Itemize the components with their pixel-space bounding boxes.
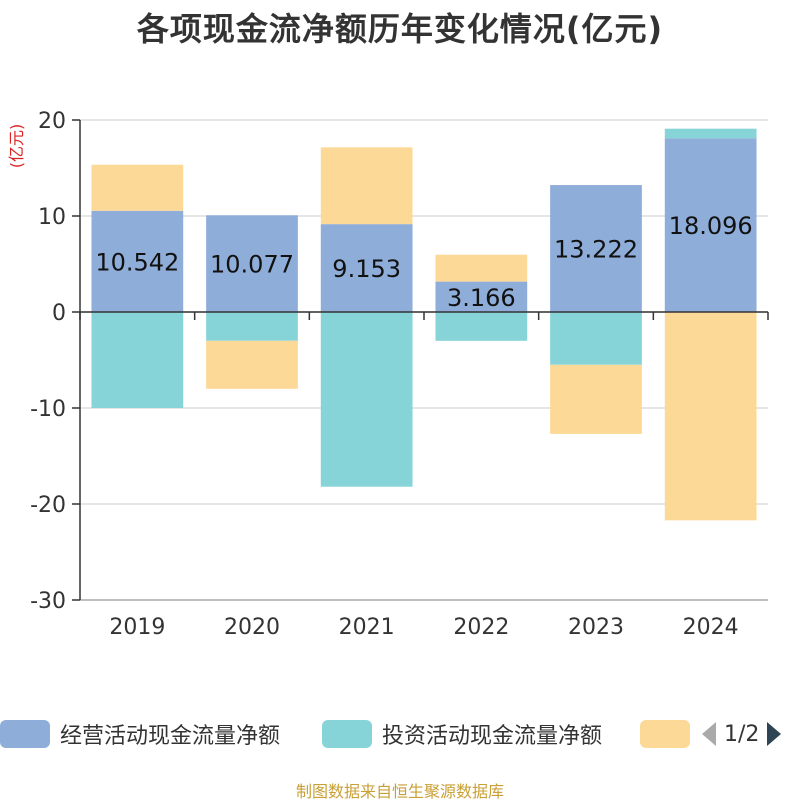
data-label: 9.153 <box>332 255 401 283</box>
x-tick-label: 2022 <box>453 615 509 640</box>
triangle-right-icon[interactable] <box>765 721 783 747</box>
legend-page-indicator: 1/2 <box>724 721 760 747</box>
data-label: 18.096 <box>669 212 753 240</box>
legend-item-investing[interactable]: 投资活动现金流量净额 <box>322 716 602 752</box>
bar-investing <box>664 128 757 139</box>
bar-investing <box>91 312 184 408</box>
y-tick-label: 0 <box>52 301 66 326</box>
legend-swatch-operating <box>0 720 50 748</box>
y-tick-label: -20 <box>30 493 66 518</box>
bar-operating <box>206 215 298 312</box>
y-tick-label: 20 <box>38 109 66 134</box>
y-tick-label: 10 <box>38 205 66 230</box>
bar-investing <box>435 312 528 341</box>
y-tick-label: -30 <box>30 589 66 614</box>
legend-item-operating[interactable]: 经营活动现金流量净额 <box>0 716 280 752</box>
legend-label-operating: 经营活动现金流量净额 <box>60 724 281 749</box>
bar-operating <box>664 138 757 312</box>
bar-operating <box>435 281 528 312</box>
x-tick-label: 2024 <box>683 615 739 640</box>
cash-flow-chart: 20 10 0 -10 -20 -30 (亿元) 10.542 2019 10.077 2020 9.… <box>7 109 769 640</box>
x-tick-label: 2019 <box>109 615 165 640</box>
x-tick-label: 2023 <box>568 615 624 640</box>
y-unit-label: (亿元) <box>7 124 26 169</box>
data-label: 13.222 <box>554 236 638 264</box>
y-tick-label: -10 <box>30 397 66 422</box>
legend-label-investing: 投资活动现金流量净额 <box>382 724 603 749</box>
legend: 经营活动现金流量净额 投资活动现金流量净额 1/2 <box>0 716 800 752</box>
bar-financing <box>206 340 298 389</box>
data-label: 10.542 <box>95 248 179 276</box>
bar-financing <box>664 312 757 521</box>
bar-financing <box>320 147 413 225</box>
data-label: 3.166 <box>447 284 516 312</box>
bar-operating <box>320 224 413 312</box>
bar-investing <box>206 312 298 341</box>
x-tick-label: 2021 <box>339 615 395 640</box>
legend-swatch-financing <box>640 720 690 748</box>
data-label: 10.077 <box>210 251 294 279</box>
source-footer: 制图数据来自恒生聚源数据库 <box>295 782 504 801</box>
legend-item-financing[interactable] <box>640 716 700 752</box>
x-tick-label: 2020 <box>224 615 280 640</box>
legend-pager: 1/2 <box>700 716 783 752</box>
bar-operating <box>550 185 642 312</box>
bar-investing <box>320 312 413 487</box>
chart-title: 各项现金流净额历年变化情况(亿元) <box>136 10 664 48</box>
bar-financing <box>550 364 642 434</box>
bar-operating <box>91 210 184 312</box>
bar-investing <box>550 312 642 365</box>
bar-financing <box>91 164 184 211</box>
bar-financing <box>435 254 528 282</box>
triangle-left-icon[interactable] <box>700 721 718 747</box>
legend-swatch-investing <box>322 720 372 748</box>
